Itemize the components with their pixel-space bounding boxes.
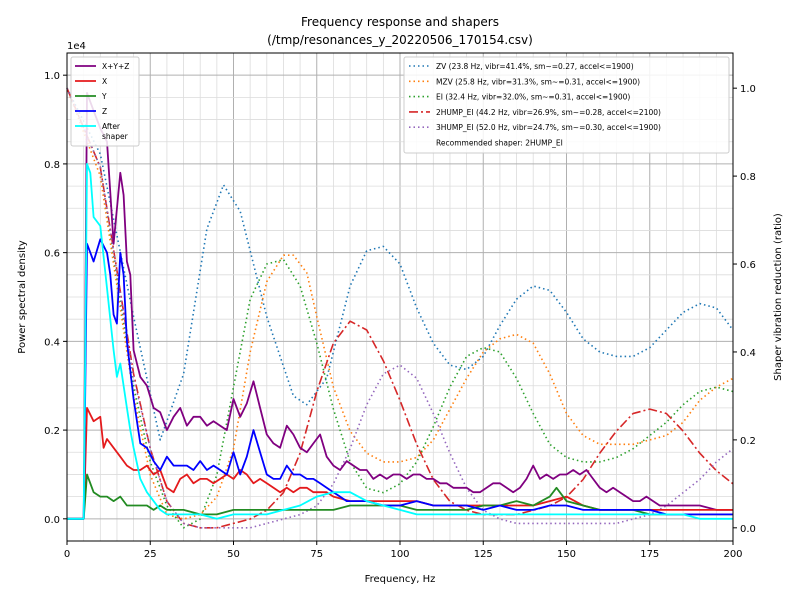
shaper-legend-label: 3HUMP_EI (52.0 Hz, vibr=24.7%, sm~=0.30,…: [436, 123, 661, 132]
x-axis: 0 25 50 75 100 125 150 175 200: [64, 541, 743, 560]
shaper-legend-label: 2HUMP_EI (44.2 Hz, vibr=26.9%, sm~=0.28,…: [436, 108, 661, 117]
psd-legend-box: [70, 56, 140, 147]
recommended-shaper-text: Recommended shaper: 2HUMP_EI: [436, 139, 563, 148]
shaper-legend-label: ZV (23.8 Hz, vibr=41.4%, sm~=0.27, accel…: [436, 62, 634, 71]
psd-legend-label: After: [102, 122, 121, 131]
y-axis-offset-text: 1e4: [67, 41, 86, 52]
y-tick-label: 0.4: [44, 337, 60, 348]
y2-tick-label: 0.4: [740, 348, 756, 359]
psd-line-3: [67, 238, 733, 520]
psd-legend-label: Y: [101, 92, 107, 101]
psd-legend-label: shaper: [102, 132, 129, 141]
shaper-legend-label: MZV (25.8 Hz, vibr=31.3%, sm~=0.31, acce…: [436, 77, 640, 86]
plot-area: [66, 87, 734, 529]
shaper-line-4: [66, 87, 734, 529]
y-tick-label: 0.2: [44, 426, 60, 437]
y2-tick-label: 0.8: [740, 172, 756, 183]
y-tick-label: 0.8: [44, 160, 60, 171]
x-tick-label: 75: [310, 549, 323, 560]
shaper-legend-label: EI (32.4 Hz, vibr=32.0%, sm~=0.31, accel…: [436, 93, 630, 102]
y2-axis-label: Shaper vibration reduction (ratio): [773, 213, 784, 381]
shaper-legend: ZV (23.8 Hz, vibr=41.4%, sm~=0.27, accel…: [403, 56, 730, 154]
x-tick-label: 25: [144, 549, 157, 560]
x-tick-label: 175: [640, 549, 659, 560]
x-tick-label: 50: [227, 549, 240, 560]
x-tick-label: 200: [723, 549, 742, 560]
psd-legend-label: X: [102, 77, 107, 86]
y2-tick-label: 0.0: [740, 524, 756, 535]
x-tick-label: 100: [390, 549, 409, 560]
shaper-line-0: [66, 87, 734, 441]
y2-tick-label: 0.6: [740, 260, 756, 271]
psd-line-0: [67, 92, 733, 520]
shaper-line-1: [66, 87, 734, 520]
psd-legend-label: Z: [102, 107, 107, 116]
y-axis-left: 0.0 0.2 0.4 0.6 0.8 1.0: [44, 71, 67, 526]
shaper-legend-box: [403, 56, 730, 154]
x-tick-label: 0: [64, 549, 70, 560]
y-axis-right: 0.0 0.2 0.4 0.6 0.8 1.0: [733, 84, 756, 535]
x-tick-label: 150: [557, 549, 576, 560]
y2-tick-label: 0.2: [740, 436, 756, 447]
x-tick-label: 125: [474, 549, 493, 560]
y-tick-label: 0.0: [44, 515, 60, 526]
psd-line-4: [67, 162, 733, 520]
x-axis-label: Frequency, Hz: [365, 574, 436, 585]
chart-title-line1: Frequency response and shapers: [301, 15, 499, 29]
y2-tick-label: 1.0: [740, 84, 756, 95]
chart-title-line2: (/tmp/resonances_y_20220506_170154.csv): [267, 33, 533, 47]
y-axis-label: Power spectral density: [17, 240, 28, 353]
y-tick-label: 0.6: [44, 249, 60, 260]
y-tick-label: 1.0: [44, 71, 60, 82]
psd-legend-label: X+Y+Z: [102, 62, 129, 71]
